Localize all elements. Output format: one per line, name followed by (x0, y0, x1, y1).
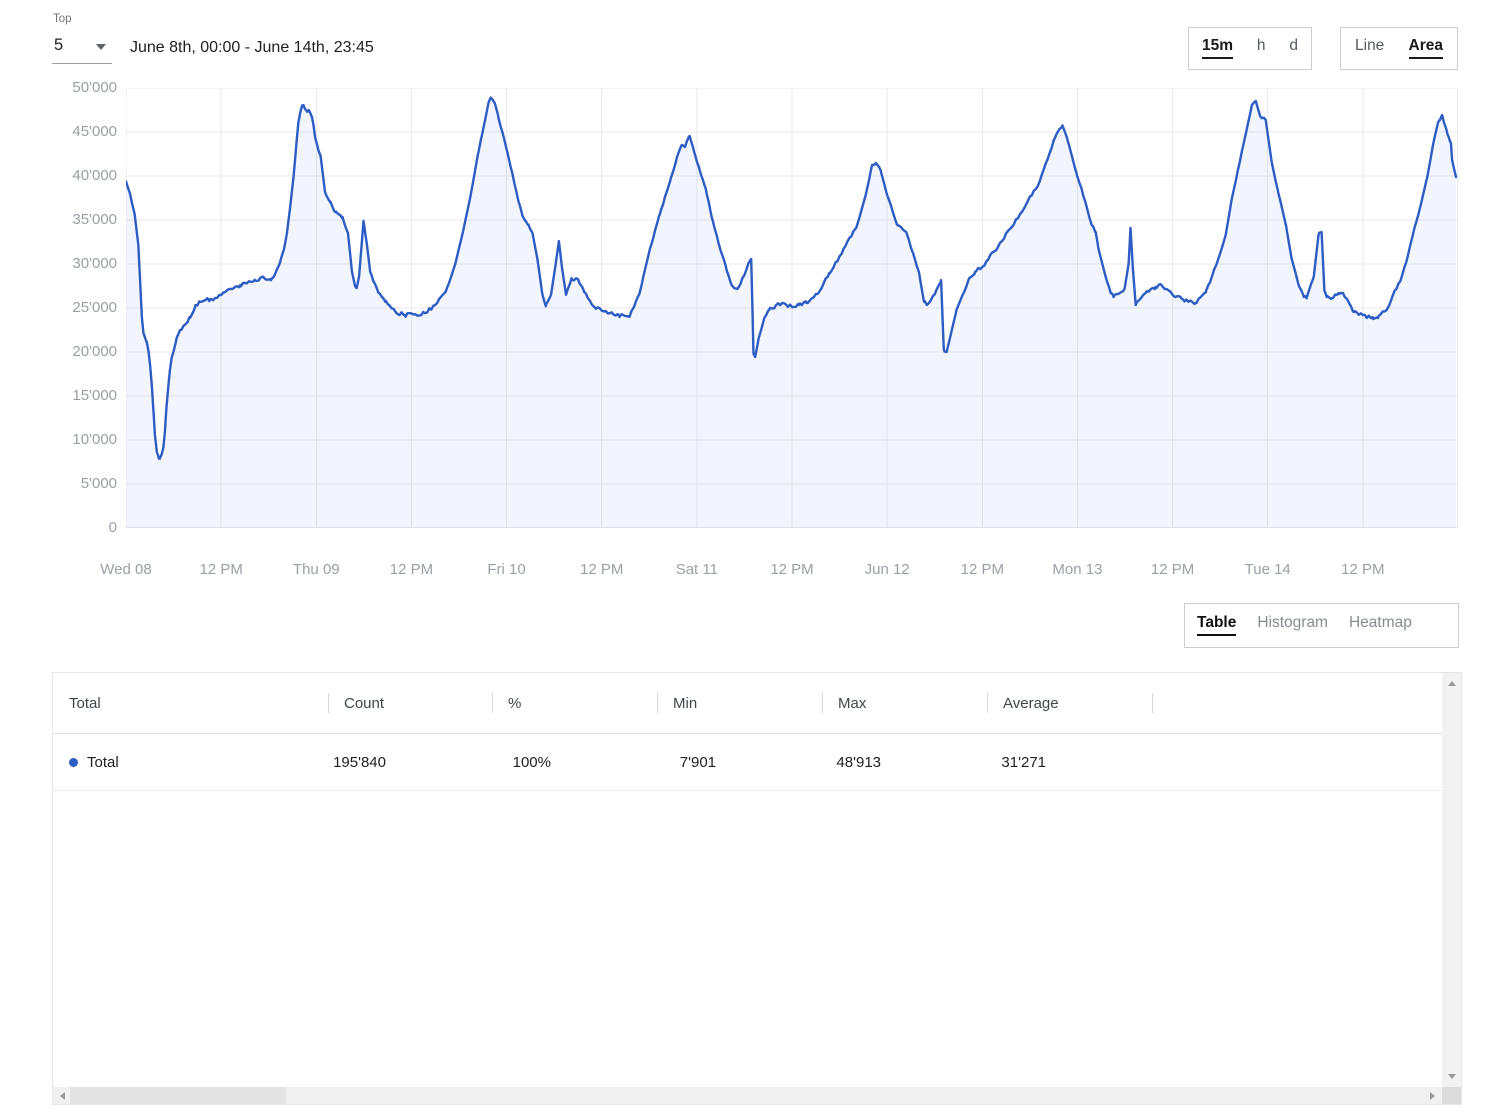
series-label: Total (87, 753, 119, 771)
x-axis-tick: 12 PM (1341, 561, 1385, 578)
scroll-left-arrow-icon[interactable] (60, 1091, 65, 1100)
table-cell-min: 7'901 (679, 753, 716, 771)
x-axis-tick: 12 PM (389, 561, 434, 578)
column-header-min[interactable]: Min (657, 673, 822, 733)
column-header-label: Total (69, 694, 101, 712)
column-separator (492, 693, 493, 713)
y-axis-tick: 5'000 (80, 475, 117, 492)
y-axis-tick: 50'000 (72, 79, 117, 96)
table-cell-average: 31'271 (1001, 753, 1046, 771)
granularity-d[interactable]: d (1289, 37, 1298, 55)
x-axis-tick: 12 PM (199, 561, 243, 578)
table-header-row: Total Count% Min Max Average (53, 673, 1442, 734)
y-axis-tick: 40'000 (72, 167, 117, 184)
chevron-down-icon (96, 44, 106, 50)
x-axis-tick: Fri 10 (487, 561, 526, 578)
scroll-right-arrow-icon[interactable] (1430, 1091, 1435, 1100)
x-axis-tick: Sat 11 (675, 561, 718, 578)
y-axis-tick: 25'000 (72, 299, 117, 316)
column-separator (1152, 693, 1153, 713)
column-separator (328, 693, 329, 713)
x-axis-tick: 12 PM (580, 561, 624, 578)
column-header-filler (1152, 673, 1442, 733)
vertical-scrollbar[interactable] (1442, 673, 1461, 1087)
y-axis-tick: 0 (108, 519, 117, 536)
column-separator (822, 693, 823, 713)
x-axis-tick: Wed 08 (100, 561, 152, 578)
top-n-label: Top (53, 13, 72, 25)
horizontal-scrollbar-thumb[interactable] (70, 1087, 286, 1104)
column-separator (657, 693, 658, 713)
series-color-dot (69, 757, 78, 767)
chart-type-group: Line Area (1340, 27, 1458, 70)
view-tabs: Table Histogram Heatmap (1184, 603, 1459, 648)
x-axis-tick: Thu 09 (292, 561, 340, 578)
scroll-up-arrow-icon[interactable] (1447, 681, 1456, 686)
top-n-value: 5 (54, 36, 64, 54)
column-header-count[interactable]: Count (328, 673, 492, 733)
y-axis-tick: 45'000 (72, 123, 117, 140)
x-axis-tick: 12 PM (960, 561, 1004, 578)
granularity-h[interactable]: h (1256, 37, 1266, 55)
scroll-down-arrow-icon[interactable] (1447, 1074, 1456, 1079)
x-axis-tick: 12 PM (770, 561, 814, 578)
x-axis-tick: Jun 12 (864, 561, 910, 578)
column-header-average[interactable]: Average (987, 673, 1152, 733)
table-row[interactable]: Total 195'840 100% 7'901 48'913 31'271 (53, 734, 1442, 791)
y-axis-tick: 35'000 (72, 211, 117, 228)
column-header-label: % (508, 694, 522, 712)
chart-type-line[interactable]: Line (1355, 37, 1385, 55)
granularity-group: 15m h d (1188, 27, 1312, 70)
column-separator (987, 693, 988, 713)
date-range-label: June 8th, 00:00 - June 14th, 23:45 (130, 39, 374, 56)
y-axis-tick: 20'000 (72, 343, 117, 360)
table-cell-count: 195'840 (333, 753, 386, 771)
y-axis-tick: 15'000 (72, 387, 117, 404)
horizontal-scrollbar[interactable] (53, 1087, 1442, 1104)
table-cell-max: 48'913 (836, 753, 881, 771)
granularity-15m[interactable]: 15m (1202, 38, 1234, 59)
data-table-panel: Total Count% Min Max Average Total 195'840 100… (52, 672, 1462, 1105)
series-label-cell: Total (53, 754, 328, 771)
table-body: Total 195'840 100% 7'901 48'913 31'271 (53, 734, 1461, 791)
tab-histogram[interactable]: Histogram (1257, 614, 1328, 632)
x-axis-tick: Tue 14 (1244, 561, 1291, 578)
column-header-total[interactable]: Total (53, 673, 328, 733)
column-header-label: Count (344, 694, 385, 712)
time-series-area-chart[interactable] (126, 88, 1458, 528)
tab-table[interactable]: Table (1197, 615, 1237, 636)
tab-heatmap[interactable]: Heatmap (1348, 614, 1412, 632)
x-axis-tick: Mon 13 (1052, 561, 1103, 578)
chart-type-area[interactable]: Area (1408, 38, 1443, 59)
column-header-max[interactable]: Max (822, 673, 987, 733)
y-axis-tick: 30'000 (72, 255, 117, 272)
column-header-item[interactable]: % (492, 673, 657, 733)
x-axis-tick: 12 PM (1150, 561, 1195, 578)
scrollbar-corner (1442, 1087, 1461, 1104)
column-header-label: Max (838, 694, 867, 712)
y-axis-tick: 10'000 (72, 431, 117, 448)
column-header-label: Average (1003, 694, 1059, 712)
table-cell-item: 100% (512, 753, 551, 771)
column-header-label: Min (673, 694, 698, 712)
top-n-select[interactable]: 5 (52, 30, 112, 64)
